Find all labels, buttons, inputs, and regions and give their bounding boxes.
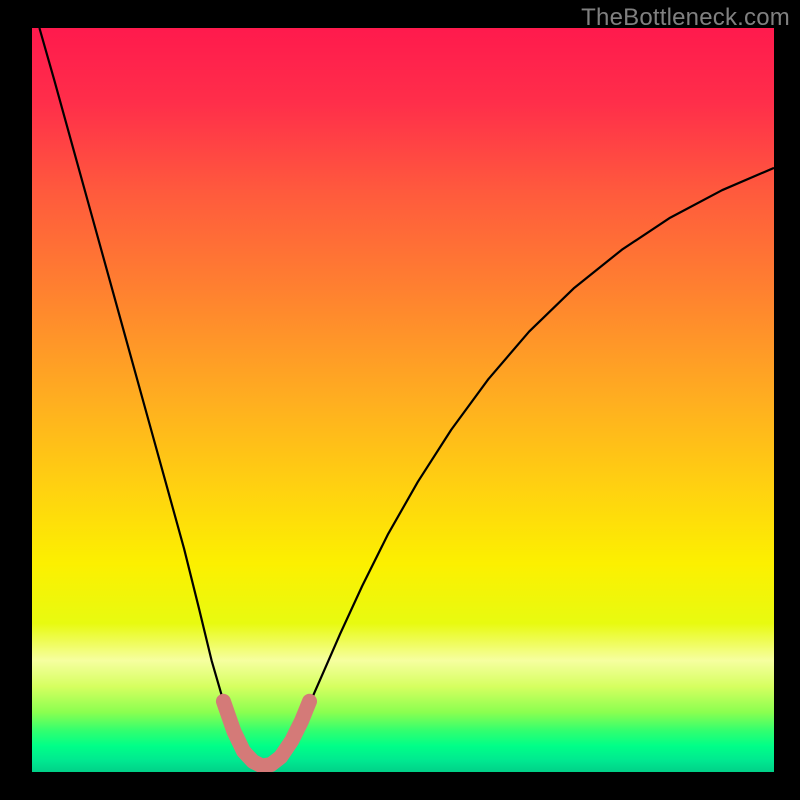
plot-area xyxy=(32,28,774,772)
chart-container: TheBottleneck.com xyxy=(0,0,800,800)
curve-marker xyxy=(223,701,309,766)
bottleneck-curve xyxy=(32,28,774,772)
curve-line xyxy=(39,28,774,766)
watermark-text: TheBottleneck.com xyxy=(581,4,790,32)
